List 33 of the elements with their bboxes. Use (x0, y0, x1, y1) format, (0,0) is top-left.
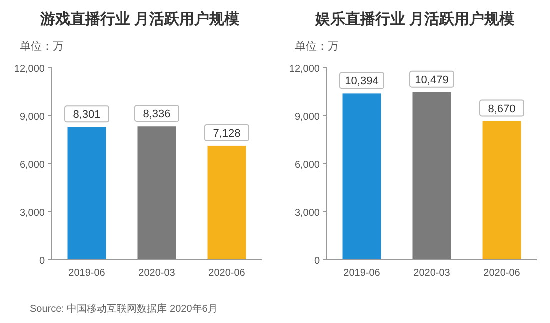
x-tick-label: 2020-06 (484, 268, 521, 279)
y-tick-label: 9,000 (294, 112, 320, 123)
data-label: 8,670 (488, 103, 516, 116)
bar (412, 92, 452, 260)
data-label: 10,479 (415, 74, 449, 86)
x-tick-label: 2019-06 (344, 268, 381, 279)
chart-title: 游戏直播行业 月活跃用户规模 (39, 10, 241, 28)
y-axis-title: 单位：万 (20, 40, 64, 53)
y-tick-label: 3,000 (20, 208, 46, 219)
source-note: Source: 中国移动互联网数据库 2020年6月 (30, 303, 218, 315)
x-tick-label: 2020-03 (414, 268, 451, 279)
bar (68, 127, 106, 260)
y-tick-label: 12,000 (14, 64, 46, 75)
bar (208, 146, 246, 260)
bar (138, 126, 176, 260)
y-axis-title: 单位：万 (295, 40, 339, 53)
y-tick-label: 0 (314, 256, 320, 267)
y-tick-label: 9,000 (20, 112, 46, 123)
y-tick-label: 6,000 (20, 160, 46, 171)
y-tick-label: 12,000 (289, 64, 320, 75)
y-tick-label: 6,000 (294, 160, 320, 171)
chart-title: 娱乐直播行业 月活跃用户规模 (314, 10, 516, 28)
x-tick-label: 2020-06 (208, 268, 246, 279)
x-tick-label: 2019-06 (68, 268, 106, 279)
y-tick-label: 3,000 (294, 208, 320, 219)
data-label: 10,394 (345, 76, 379, 88)
y-tick-label: 0 (39, 256, 46, 267)
data-label: 7,128 (213, 128, 241, 140)
bar (482, 121, 522, 260)
data-label: 8,336 (143, 108, 171, 121)
data-label: 8,301 (73, 109, 101, 122)
x-tick-label: 2020-03 (138, 268, 176, 279)
bar (342, 94, 382, 260)
